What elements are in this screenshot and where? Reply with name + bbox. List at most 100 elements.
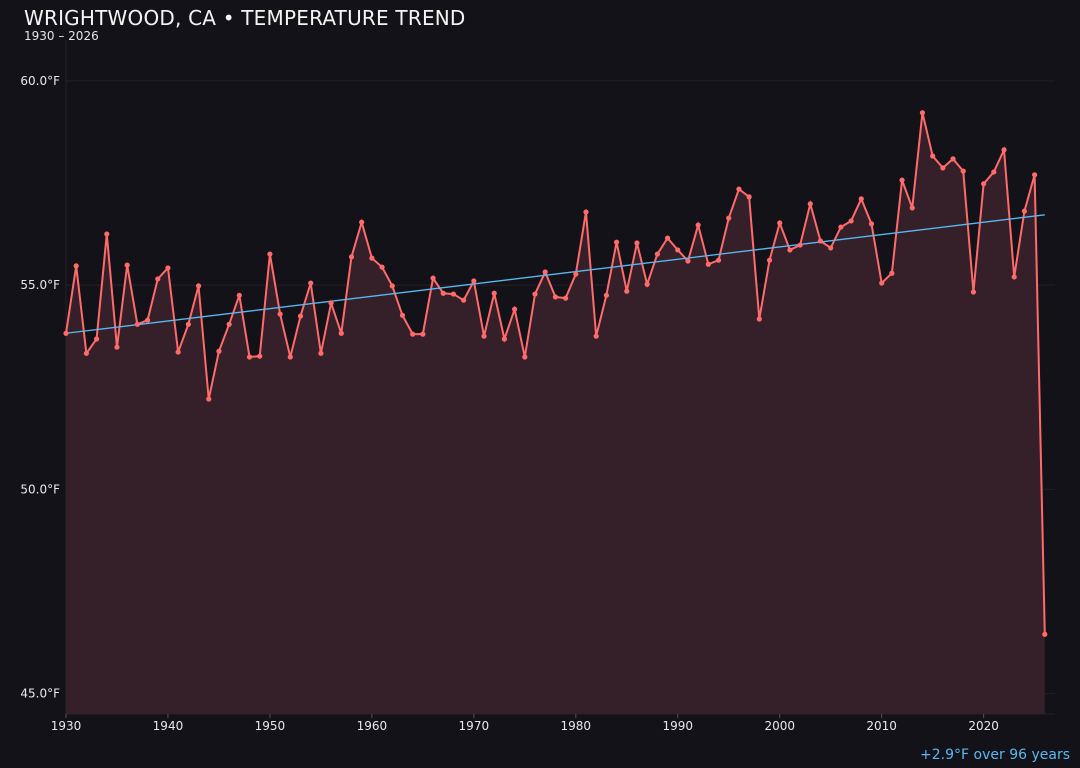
data-point (359, 219, 365, 225)
trend-line (65, 214, 1045, 334)
data-point (654, 251, 660, 257)
data-point (634, 240, 640, 246)
data-point (940, 165, 946, 171)
chart-title: WRIGHTWOOD, CA • TEMPERATURE TREND (24, 6, 466, 30)
data-point (267, 251, 273, 257)
data-point (461, 297, 467, 303)
data-point (104, 231, 110, 237)
data-point (991, 169, 997, 175)
data-point (287, 354, 293, 360)
data-point (165, 265, 171, 271)
data-point (501, 336, 508, 342)
y-tick-label: 60.0°F (20, 74, 60, 88)
data-point (695, 222, 701, 228)
data-point (399, 312, 406, 318)
data-point (1021, 208, 1028, 214)
x-tick-label: 1950 (255, 719, 286, 733)
data-point (195, 283, 202, 289)
data-point (512, 306, 518, 312)
data-point (246, 354, 253, 360)
data-point (736, 186, 742, 192)
data-point (644, 281, 650, 287)
data-point (1042, 631, 1048, 637)
data-point (797, 242, 803, 248)
data-point (114, 344, 120, 350)
data-point (155, 276, 161, 282)
x-tick-label: 2000 (764, 719, 795, 733)
data-point (328, 300, 334, 306)
data-point (960, 168, 966, 174)
x-tick-label: 1970 (459, 719, 490, 733)
data-point (705, 261, 711, 267)
data-point (981, 181, 987, 187)
data-point (817, 238, 824, 244)
data-point (715, 257, 722, 263)
data-point (726, 215, 732, 221)
data-point (848, 218, 854, 224)
data-point (318, 350, 324, 356)
data-point (777, 220, 783, 226)
data-point (236, 292, 242, 298)
data-point (746, 194, 752, 200)
data-point (1001, 147, 1007, 153)
x-tick-label: 1960 (357, 719, 388, 733)
data-point (83, 350, 89, 356)
data-point (471, 278, 477, 284)
data-point (593, 333, 599, 339)
x-tick-label: 1940 (153, 719, 184, 733)
data-point (542, 269, 548, 275)
data-point (858, 196, 864, 202)
data-point (226, 321, 232, 327)
data-point (297, 313, 304, 319)
data-point (807, 201, 813, 207)
data-point (491, 290, 497, 296)
data-point (868, 221, 875, 227)
data-point (348, 254, 355, 260)
data-point (756, 316, 762, 322)
data-point (950, 156, 956, 162)
data-point (175, 349, 181, 355)
y-tick-label: 45.0°F (20, 687, 60, 701)
data-point (899, 177, 905, 183)
data-point (919, 110, 926, 116)
data-point (379, 264, 385, 270)
data-point (481, 333, 487, 339)
data-point (787, 247, 793, 253)
data-point (369, 255, 375, 261)
data-point (583, 209, 589, 215)
trend-annotation: +2.9°F over 96 years (920, 747, 1070, 763)
data-point (909, 205, 915, 211)
data-point (573, 271, 579, 277)
data-point (1032, 172, 1038, 178)
data-point (257, 353, 263, 359)
data-point (420, 331, 426, 337)
data-point (389, 283, 395, 289)
y-tick-label: 50.0°F (20, 482, 60, 496)
x-tick-label: 1980 (561, 719, 592, 733)
x-tick-label: 2020 (968, 719, 999, 733)
data-point (430, 275, 436, 281)
data-point (879, 280, 885, 286)
data-point (206, 396, 212, 402)
data-point (685, 258, 691, 264)
data-point (73, 263, 79, 269)
data-point (930, 153, 936, 159)
data-point (144, 317, 151, 323)
data-point (93, 336, 100, 342)
data-point (308, 280, 314, 286)
data-point (766, 257, 773, 263)
data-point (63, 330, 69, 336)
x-tick-label: 1990 (662, 719, 693, 733)
data-point (562, 295, 569, 301)
data-point (889, 270, 895, 276)
data-point (134, 321, 140, 327)
data-point (532, 291, 538, 297)
data-point (450, 291, 457, 297)
data-point (603, 292, 609, 298)
data-point (522, 354, 528, 360)
x-tick-label: 1930 (51, 719, 82, 733)
data-point (624, 288, 630, 294)
data-point (675, 247, 681, 253)
data-point (185, 321, 191, 327)
